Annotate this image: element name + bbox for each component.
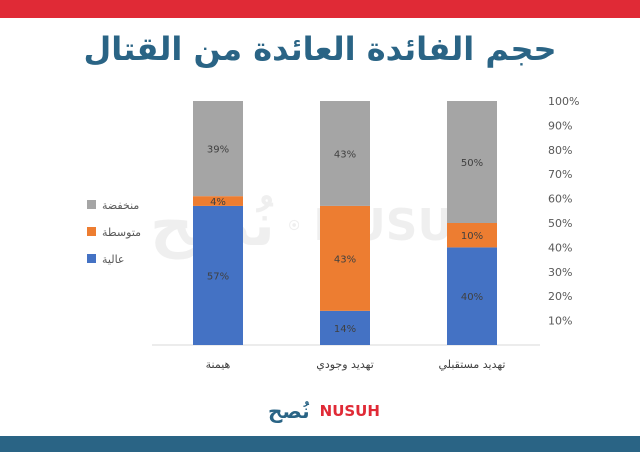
logo-english-text: NUSUH: [319, 402, 380, 420]
legend-label: متوسطة: [102, 226, 141, 239]
legend-swatch: [87, 200, 96, 209]
y-tick-label: 90%: [548, 119, 572, 132]
data-label: 43%: [334, 149, 356, 160]
legend-label: عالية: [102, 253, 124, 266]
y-tick-label: 40%: [548, 241, 572, 254]
bar-segment: [320, 205, 370, 311]
data-label: 14%: [334, 324, 356, 335]
data-label: 39%: [207, 145, 229, 156]
bar-segment: [447, 223, 497, 248]
y-tick-label: 10%: [548, 315, 572, 328]
data-label: 57%: [207, 271, 229, 282]
y-tick-label: 100%: [548, 95, 579, 108]
bar-segment: [320, 101, 370, 206]
y-tick-label: 70%: [548, 168, 572, 181]
bar-segment: [193, 101, 243, 197]
bottom-accent-bar: [0, 436, 640, 452]
data-label: 10%: [461, 231, 483, 242]
footer-logo: نُصح NUSUH: [268, 398, 380, 424]
y-tick-label: 50%: [548, 217, 572, 230]
y-tick-label: 30%: [548, 266, 572, 279]
y-tick-label: 80%: [548, 144, 572, 157]
bar-segment: [320, 310, 370, 345]
legend-label: منخفضة: [102, 199, 139, 212]
data-label: 50%: [461, 158, 483, 169]
data-label: 4%: [210, 197, 226, 208]
bar-segment: [193, 205, 243, 345]
legend-swatch: [87, 254, 96, 263]
category-label: هيمنة: [206, 358, 231, 371]
bar-segment: [193, 196, 243, 206]
y-tick-label: 60%: [548, 193, 572, 206]
data-label: 40%: [461, 292, 483, 303]
bar-segment: [447, 101, 497, 223]
category-label: تهديد وجودي: [316, 358, 374, 371]
logo-arabic-text: نُصح: [268, 399, 310, 423]
bar-segment: [447, 247, 497, 345]
y-tick-label: 20%: [548, 290, 572, 303]
data-label: 43%: [334, 254, 356, 265]
category-label: تهديد مستقبلي: [439, 358, 506, 371]
watermark-logo-icon: [288, 219, 300, 231]
legend-swatch: [87, 227, 96, 236]
page-title: حجم الفائدة العائدة من القتال: [83, 30, 557, 68]
top-accent-bar: [0, 0, 640, 18]
